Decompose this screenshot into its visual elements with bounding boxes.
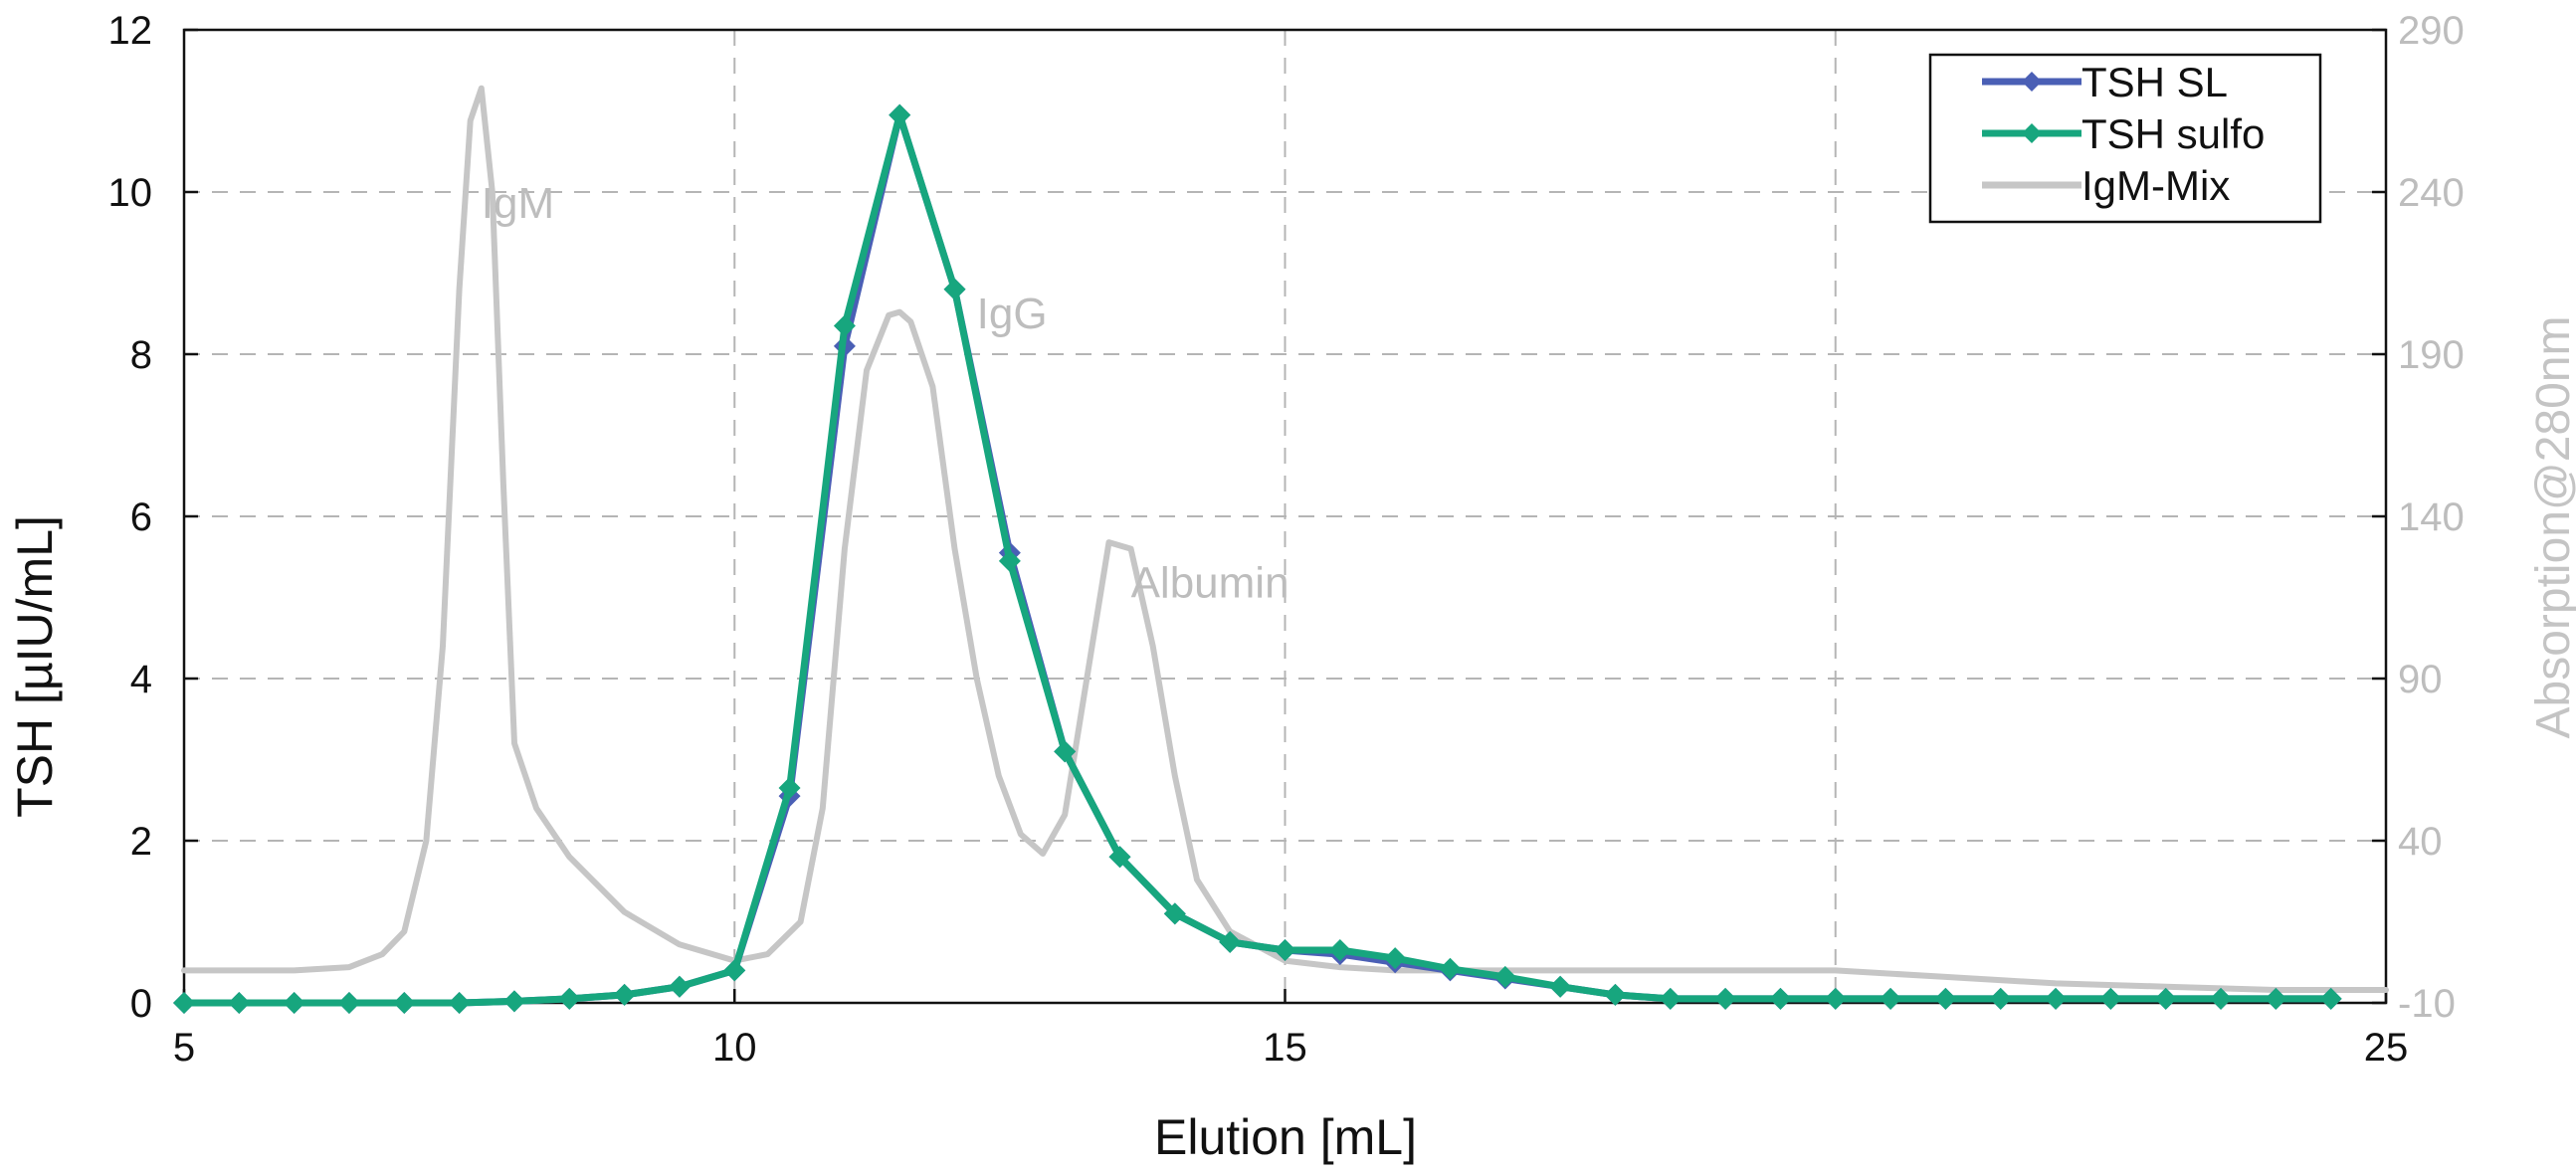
data-point xyxy=(1493,965,1516,988)
series-layer xyxy=(173,85,2389,1014)
data-point xyxy=(393,992,416,1014)
peak-annotations: IgM IgG Albumin xyxy=(482,179,1289,607)
y-tick-label: 0 xyxy=(130,982,152,1026)
data-point xyxy=(613,983,636,1006)
axis-ticks: 0 2 4 6 8 10 12 -10 40 90 140 190 240 290 5 10 15 25 xyxy=(108,9,2465,1070)
y-tick-label: 12 xyxy=(108,9,153,53)
data-point xyxy=(1328,939,1351,962)
y-tick-label: 6 xyxy=(130,495,152,539)
data-point xyxy=(1274,939,1296,962)
data-point xyxy=(668,975,691,998)
y-axis-title: TSH [µIU/mL] xyxy=(7,515,63,818)
x-tick-label: 25 xyxy=(2364,1026,2409,1070)
data-point xyxy=(2319,987,2342,1010)
x-tick-label: 15 xyxy=(1263,1026,1307,1070)
data-point xyxy=(337,992,360,1014)
gridlines xyxy=(184,30,2386,1003)
data-point xyxy=(1989,987,2012,1010)
y2-tick-label: 240 xyxy=(2398,171,2465,215)
data-point xyxy=(1054,740,1077,763)
data-point xyxy=(1934,987,1957,1010)
data-point xyxy=(1659,987,1682,1010)
data-point xyxy=(448,992,471,1014)
data-point xyxy=(2210,987,2233,1010)
data-point xyxy=(173,992,195,1014)
y2-tick-label: 90 xyxy=(2398,658,2443,701)
y2-tick-label: 190 xyxy=(2398,333,2465,377)
data-point xyxy=(1880,987,1902,1010)
legend: TSH SL TSH sulfo IgM-Mix xyxy=(1928,53,2322,224)
data-point xyxy=(778,777,801,800)
legend-item: TSH sulfo xyxy=(1982,110,2265,157)
data-point xyxy=(943,278,966,300)
legend-marker xyxy=(2022,123,2042,143)
data-point xyxy=(1549,975,1572,998)
data-point xyxy=(889,103,911,126)
data-point xyxy=(558,987,581,1010)
x-tick-label: 5 xyxy=(173,1026,195,1070)
data-point xyxy=(1384,947,1407,970)
y-tick-label: 2 xyxy=(130,820,152,864)
legend-label: TSH SL xyxy=(2081,59,2228,105)
annotation-albumin: Albumin xyxy=(1131,559,1289,608)
x-axis-title: Elution [mL] xyxy=(1154,1109,1417,1165)
x-tick-label: 10 xyxy=(712,1026,757,1070)
y2-tick-label: 290 xyxy=(2398,9,2465,53)
data-point xyxy=(1163,902,1186,925)
y-tick-label: 4 xyxy=(130,658,152,701)
data-point xyxy=(2265,987,2287,1010)
data-point xyxy=(1439,957,1462,980)
data-point xyxy=(998,549,1021,572)
series-tsh-sulfo xyxy=(173,103,2342,1014)
legend-marker xyxy=(2022,72,2042,92)
data-point xyxy=(1604,983,1627,1006)
data-point xyxy=(1714,987,1737,1010)
data-point xyxy=(2045,987,2068,1010)
data-point xyxy=(228,992,251,1014)
data-point xyxy=(723,959,746,982)
y-tick-label: 10 xyxy=(108,171,153,215)
y2-tick-label: 140 xyxy=(2398,495,2465,539)
series-line xyxy=(180,111,2335,1007)
legend-item: TSH SL xyxy=(1982,59,2228,105)
data-point xyxy=(1219,930,1242,953)
y2-tick-label: 40 xyxy=(2398,820,2443,864)
legend-item: IgM-Mix xyxy=(1982,162,2230,209)
data-point xyxy=(1769,987,1792,1010)
legend-label: IgM-Mix xyxy=(2081,162,2230,209)
data-point xyxy=(2099,987,2122,1010)
y2-tick-label: -10 xyxy=(2398,982,2456,1026)
data-point xyxy=(1108,846,1131,869)
y-tick-label: 8 xyxy=(130,333,152,377)
data-point xyxy=(283,992,305,1014)
y2-axis-title: Absorption@280nm xyxy=(2527,316,2576,739)
data-point xyxy=(833,314,856,337)
data-point xyxy=(1824,987,1847,1010)
annotation-igm: IgM xyxy=(482,179,554,228)
legend-label: TSH sulfo xyxy=(2081,110,2265,157)
data-point xyxy=(2154,987,2177,1010)
annotation-igg: IgG xyxy=(977,290,1048,338)
data-point xyxy=(502,990,525,1013)
